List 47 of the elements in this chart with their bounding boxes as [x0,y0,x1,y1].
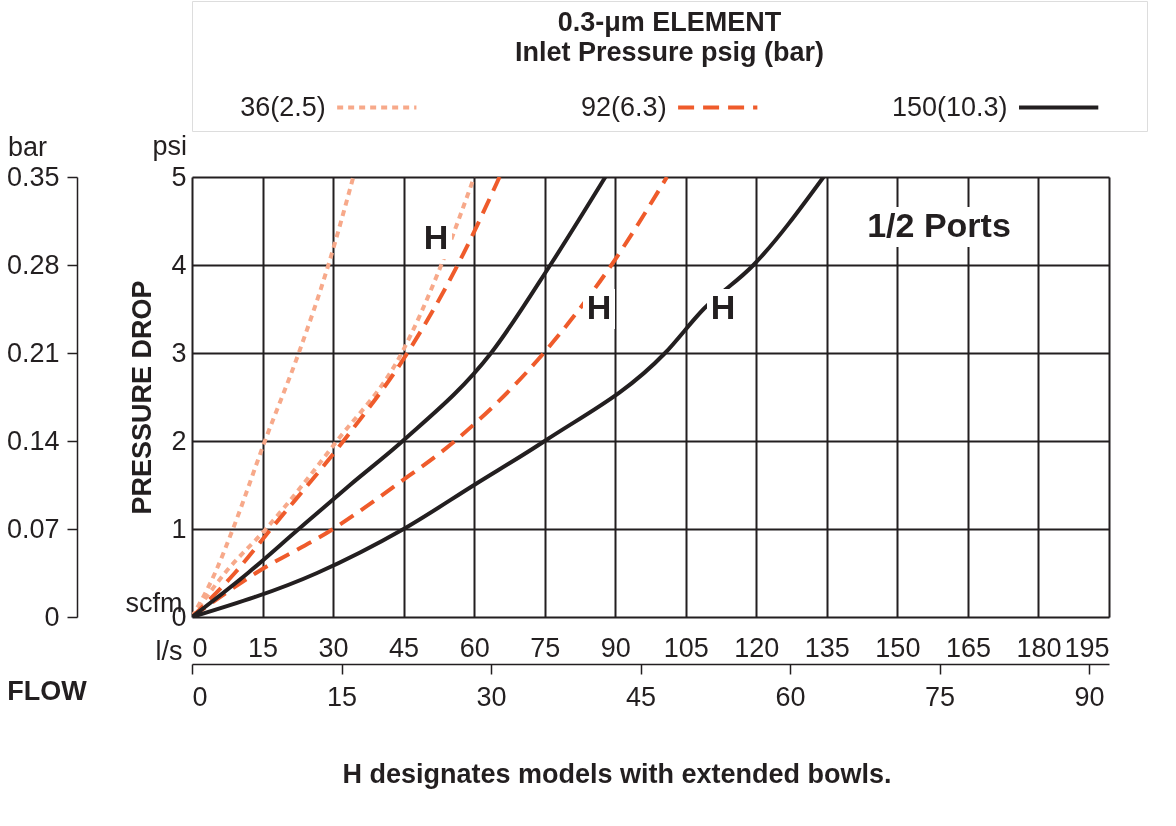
x2-tick-label: 60 [775,681,806,712]
annotation: H [710,288,736,326]
x2-tick-label: 75 [925,681,956,712]
annotation: H [586,288,612,326]
x-tick-label: 15 [248,632,279,663]
legend-label: 36(2.5) [240,91,326,122]
y2-axis-title: bar [7,131,48,162]
x2-tick-label: 0 [192,681,208,712]
x-tick-label: 0 [192,632,208,663]
x2-axis-title: l/s [155,635,183,666]
y-tick-label: 1 [171,513,187,544]
x2-tick-label: 90 [1074,681,1105,712]
y2-tick-label: 0.21 [6,337,60,368]
legend-label: 150(10.3) [891,91,1008,122]
text: psi [152,131,187,161]
legend-title: Inlet Pressure psig (bar) [514,37,825,67]
x-tick-label: 120 [734,632,780,663]
x2-tick-label: 15 [326,681,358,712]
x-tick-label: 135 [804,632,850,663]
x-tick-label: 75 [530,632,561,663]
y-axis-title: PRESSURE DROP [127,280,158,515]
y-tick-label: 4 [171,249,187,280]
x2-tick-label: 30 [476,681,507,712]
x-tick-label: 150 [875,632,921,663]
annotation: 1/2 Ports [867,206,1011,244]
y-tick-label: 2 [171,425,187,456]
chart-title: 0.3-μm ELEMENT [557,7,782,38]
y2-tick-label: 0.07 [6,513,60,544]
y2-tick-label: 0 [44,601,60,632]
y-tick-label: 5 [171,161,187,192]
text: FLOW [7,676,88,706]
x-tick-label: 90 [600,632,631,663]
y-tick-label: 3 [171,337,187,368]
text: H designates models with extended bowls. [342,759,892,789]
x-tick-label: 60 [459,632,490,663]
legend-label: 92(6.3) [581,91,667,122]
x-tick-label: 105 [663,632,709,663]
y2-tick-label: 0.28 [6,249,60,280]
x-tick-label: 30 [318,632,349,663]
x-tick-label: 195 [1064,632,1110,663]
y2-tick-label: 0.35 [6,161,60,192]
x-tick-label: 180 [1016,632,1062,663]
y2-tick-label: 0.14 [6,425,60,456]
annotation: H [423,218,449,256]
x-tick-label: 165 [945,632,991,663]
x-tick-label: 45 [389,632,420,663]
x2-tick-label: 45 [626,681,657,712]
